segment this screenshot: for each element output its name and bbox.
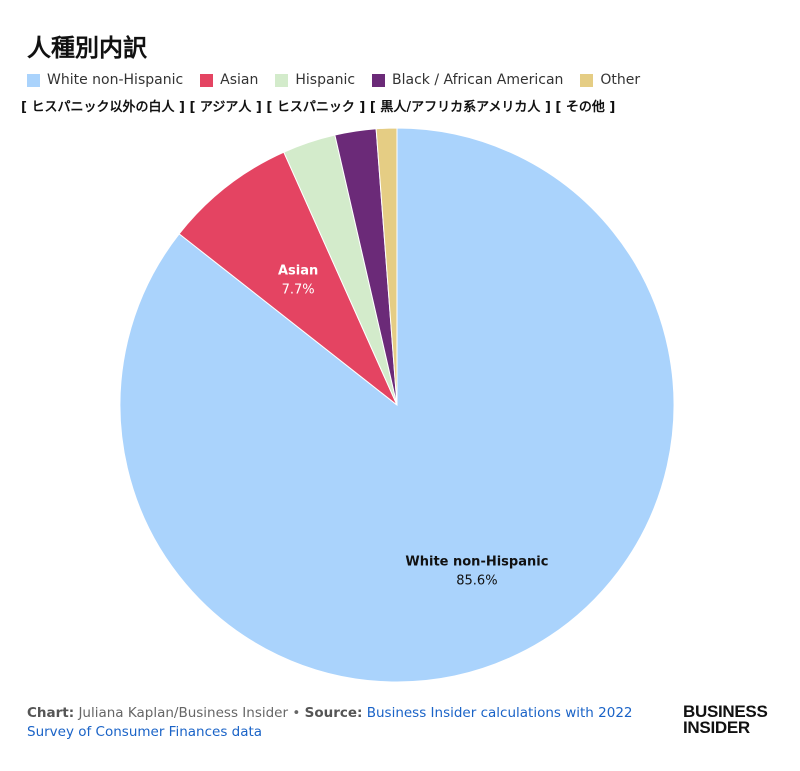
legend-swatch	[200, 73, 214, 87]
pie-slice-other	[375, 127, 398, 406]
legend-swatch	[27, 73, 40, 87]
legend-label: Hispanic	[295, 72, 356, 88]
legend-swatch	[372, 73, 386, 87]
source-link[interactable]: Business Insider calculations with 2022 …	[27, 705, 633, 740]
legend-swatch	[275, 73, 289, 87]
chart-legend: White non-Hispanic Asian Hispanic Black / A…	[27, 72, 657, 88]
slice-label-name: White non-Hispanic	[405, 554, 548, 569]
source-label: Source:	[304, 705, 363, 721]
legend-item: Hispanic	[275, 72, 355, 88]
chart-footer: Chart: Juliana Kaplan/Business Insider •…	[27, 704, 637, 742]
logo-line-1: BUSINESS	[683, 702, 768, 721]
legend-label: Black / African American	[392, 72, 564, 88]
pie-slice-asian	[178, 151, 398, 406]
legend-label: White non-Hispanic	[47, 72, 184, 88]
chart-credit-label: Chart:	[27, 705, 75, 721]
slice-label-name: Asian	[278, 263, 318, 278]
legend-item: Asian	[200, 72, 258, 88]
chart-title: 人種別内訳	[27, 34, 147, 62]
legend-item: Other	[580, 72, 640, 88]
logo-line-2: INSIDER	[683, 718, 750, 737]
legend-label: Other	[600, 72, 641, 88]
pie-chart: White non-Hispanic 85.6% Asian 7.7%	[119, 127, 675, 683]
legend-item: White non-Hispanic	[27, 72, 183, 88]
chart-subtitle: [ ヒスパニック以外の白人 ] [ アジア人 ] [ ヒスパニック ] [ 黒人…	[21, 100, 616, 115]
chart-credit: Juliana Kaplan/Business Insider	[78, 705, 289, 721]
legend-swatch	[580, 73, 594, 87]
slice-label-value: 85.6%	[456, 573, 497, 588]
legend-item: Black / African American	[372, 72, 563, 88]
business-insider-logo: BUSINESS INSIDER	[683, 702, 768, 737]
legend-label: Asian	[220, 72, 259, 88]
footer-separator: •	[292, 705, 301, 721]
slice-label-value: 7.7%	[282, 282, 315, 297]
